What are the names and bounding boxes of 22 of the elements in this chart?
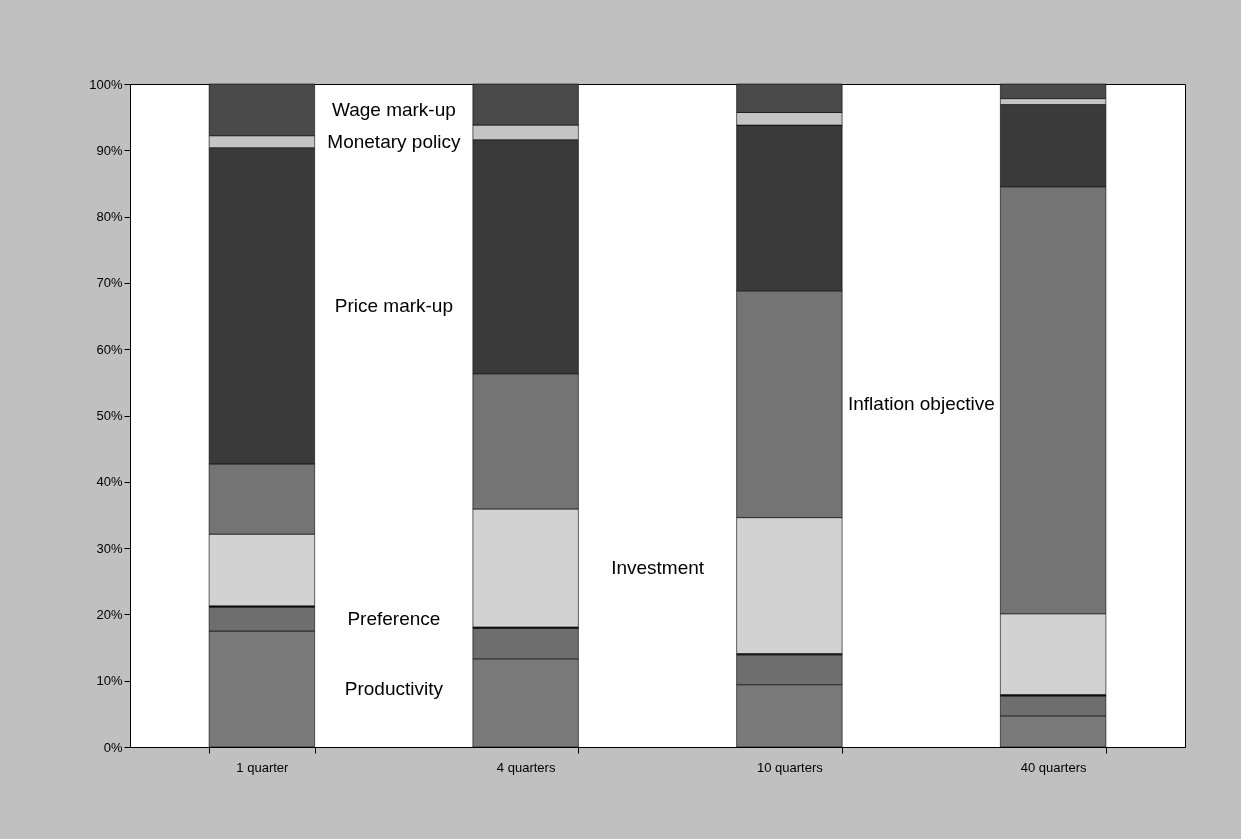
x-tick-label: 1 quarter [236, 759, 290, 775]
y-tick-label: 70% [96, 275, 123, 291]
y-tick-label: 100% [89, 76, 123, 92]
x-tick-label: 10 quarters [756, 759, 824, 775]
series-label: Preference [347, 608, 441, 630]
y-tick-label: 0% [103, 739, 123, 755]
x-tick-label: 4 quarters [496, 759, 556, 775]
series-label: Monetary policy [327, 130, 461, 152]
y-tick-label: 10% [96, 673, 123, 689]
y-tick-label: 30% [96, 540, 123, 556]
y-tick-label: 90% [96, 142, 123, 158]
y-tick-label: 50% [96, 408, 123, 423]
y-tick-label: 40% [96, 474, 123, 490]
series-label: Wage mark-up [331, 98, 456, 120]
y-tick-label: 20% [96, 606, 123, 622]
x-tick-label: 40 quarters [1020, 759, 1087, 775]
series-label: Inflation objective [847, 393, 995, 415]
series-label: Productivity [344, 677, 444, 699]
series-label: Price mark-up [334, 294, 453, 316]
y-tick-label: 80% [96, 209, 123, 225]
series-label: Investment [611, 556, 705, 578]
y-tick-label: 60% [96, 341, 123, 357]
